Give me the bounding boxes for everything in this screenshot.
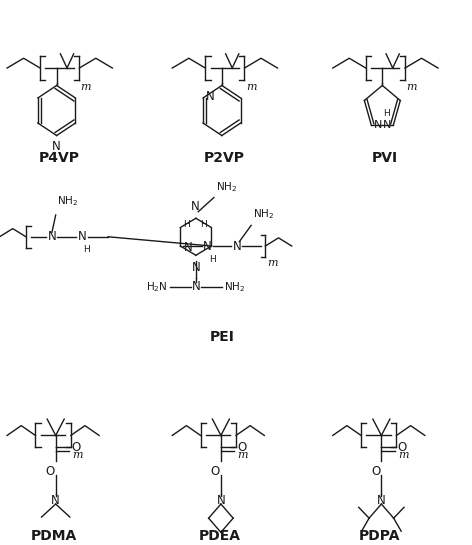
- Text: P4VP: P4VP: [39, 152, 79, 165]
- Text: N: N: [51, 494, 60, 507]
- Text: PDMA: PDMA: [31, 529, 77, 543]
- Text: H: H: [84, 245, 90, 255]
- Text: m: m: [267, 258, 277, 268]
- Text: N: N: [373, 120, 382, 130]
- Text: P2VP: P2VP: [204, 152, 244, 165]
- Text: m: m: [406, 82, 417, 92]
- Text: N: N: [233, 239, 241, 252]
- Text: PDPA: PDPA: [359, 529, 401, 543]
- Text: H: H: [383, 110, 390, 118]
- Text: N: N: [191, 200, 199, 213]
- Text: O: O: [397, 441, 407, 454]
- Text: H: H: [200, 220, 207, 229]
- Text: N: N: [377, 494, 386, 507]
- Text: m: m: [246, 82, 256, 92]
- Text: m: m: [398, 450, 408, 459]
- Text: N: N: [52, 140, 61, 153]
- Text: H$_2$N: H$_2$N: [146, 280, 168, 294]
- Text: O: O: [237, 441, 246, 454]
- Text: N: N: [206, 90, 215, 104]
- Text: NH$_2$: NH$_2$: [216, 180, 237, 194]
- Text: m: m: [72, 450, 83, 459]
- Text: N: N: [48, 231, 56, 243]
- Text: PDEA: PDEA: [199, 529, 240, 543]
- Text: NH$_2$: NH$_2$: [224, 280, 245, 294]
- Text: NH$_2$: NH$_2$: [253, 207, 274, 221]
- Text: PVI: PVI: [371, 152, 398, 165]
- Text: N: N: [203, 239, 212, 252]
- Text: N: N: [192, 280, 200, 293]
- Text: N: N: [383, 120, 391, 130]
- Text: PEI: PEI: [210, 330, 234, 344]
- Text: N: N: [78, 231, 86, 243]
- Text: m: m: [81, 82, 91, 92]
- Text: O: O: [45, 465, 55, 478]
- Text: N: N: [217, 494, 225, 507]
- Text: H: H: [209, 255, 216, 264]
- Text: O: O: [72, 441, 81, 454]
- Text: N: N: [184, 241, 193, 254]
- Text: N: N: [192, 261, 200, 274]
- Text: O: O: [211, 465, 220, 478]
- Text: NH$_2$: NH$_2$: [57, 195, 78, 209]
- Text: m: m: [237, 450, 248, 459]
- Text: O: O: [371, 465, 380, 478]
- Text: H: H: [183, 220, 190, 229]
